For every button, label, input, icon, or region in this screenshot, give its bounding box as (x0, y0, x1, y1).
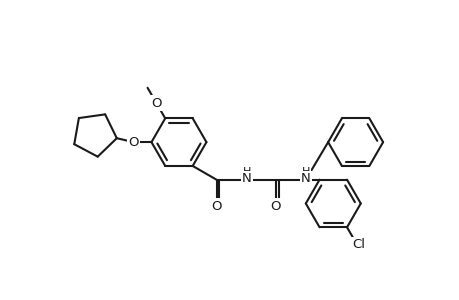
Text: H: H (242, 167, 250, 177)
Text: Cl: Cl (352, 238, 364, 251)
Text: H: H (301, 167, 309, 177)
Text: O: O (211, 200, 221, 213)
Text: N: N (300, 172, 310, 185)
Text: O: O (270, 200, 280, 213)
Text: O: O (151, 97, 161, 110)
Text: O: O (128, 136, 139, 148)
Text: N: N (241, 172, 251, 185)
